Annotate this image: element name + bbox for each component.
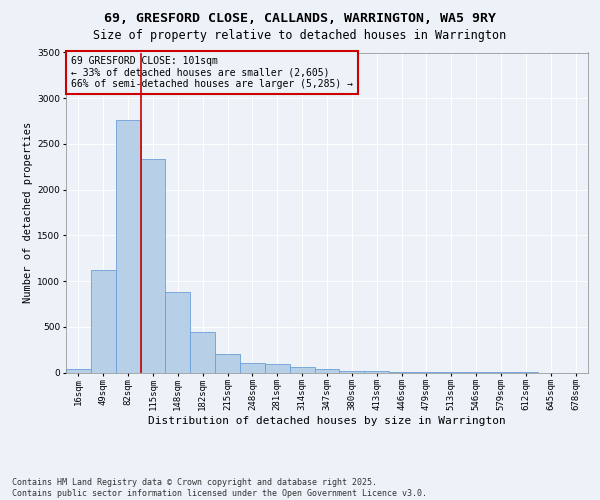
Text: Contains HM Land Registry data © Crown copyright and database right 2025.
Contai: Contains HM Land Registry data © Crown c… [12, 478, 427, 498]
Bar [340, 371, 364, 372]
Bar [215, 354, 240, 372]
Bar [91, 270, 116, 372]
Bar [140, 160, 166, 372]
Bar [314, 369, 340, 372]
Bar [166, 292, 190, 372]
Text: Size of property relative to detached houses in Warrington: Size of property relative to detached ho… [94, 29, 506, 42]
Text: 69, GRESFORD CLOSE, CALLANDS, WARRINGTON, WA5 9RY: 69, GRESFORD CLOSE, CALLANDS, WARRINGTON… [104, 12, 496, 26]
Bar [364, 371, 389, 372]
Y-axis label: Number of detached properties: Number of detached properties [23, 122, 33, 303]
Bar [116, 120, 140, 372]
Text: 69 GRESFORD CLOSE: 101sqm
← 33% of detached houses are smaller (2,605)
66% of se: 69 GRESFORD CLOSE: 101sqm ← 33% of detac… [71, 56, 353, 89]
Bar [190, 332, 215, 372]
Bar [290, 368, 314, 372]
Bar [240, 363, 265, 372]
X-axis label: Distribution of detached houses by size in Warrington: Distribution of detached houses by size … [148, 416, 506, 426]
Bar [66, 369, 91, 372]
Bar [265, 364, 290, 372]
